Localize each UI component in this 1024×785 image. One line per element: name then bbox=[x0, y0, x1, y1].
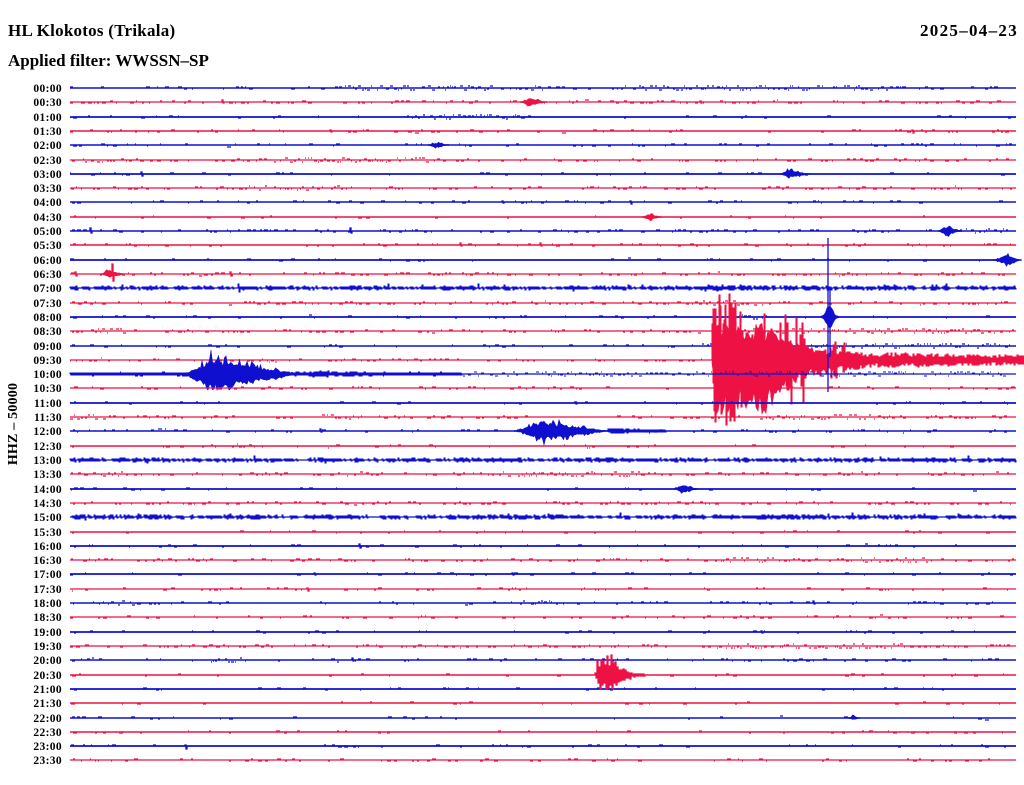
svg-text:00:00: 00:00 bbox=[33, 83, 62, 95]
svg-text:21:00: 21:00 bbox=[33, 684, 62, 696]
svg-text:02:30: 02:30 bbox=[33, 155, 62, 167]
svg-text:05:30: 05:30 bbox=[33, 240, 62, 252]
svg-text:15:00: 15:00 bbox=[33, 512, 62, 524]
svg-text:HHZ – 50000: HHZ – 50000 bbox=[6, 383, 21, 465]
svg-text:11:30: 11:30 bbox=[34, 412, 62, 424]
svg-text:10:00: 10:00 bbox=[33, 369, 62, 381]
svg-text:03:00: 03:00 bbox=[33, 169, 62, 181]
svg-text:05:00: 05:00 bbox=[33, 226, 62, 238]
svg-text:20:30: 20:30 bbox=[33, 670, 62, 682]
svg-text:01:00: 01:00 bbox=[33, 112, 62, 124]
svg-text:18:30: 18:30 bbox=[33, 612, 62, 624]
svg-text:00:30: 00:30 bbox=[33, 97, 62, 109]
svg-text:04:30: 04:30 bbox=[33, 212, 62, 224]
svg-text:08:30: 08:30 bbox=[33, 326, 62, 338]
svg-text:19:30: 19:30 bbox=[33, 641, 62, 653]
svg-text:07:30: 07:30 bbox=[33, 298, 62, 310]
svg-text:18:00: 18:00 bbox=[33, 598, 62, 610]
svg-text:11:00: 11:00 bbox=[34, 398, 62, 410]
svg-text:14:00: 14:00 bbox=[33, 484, 62, 496]
svg-text:12:00: 12:00 bbox=[33, 426, 62, 438]
svg-text:03:30: 03:30 bbox=[33, 183, 62, 195]
svg-text:HL Klokotos (Trikala): HL Klokotos (Trikala) bbox=[8, 21, 175, 40]
svg-text:17:00: 17:00 bbox=[33, 569, 62, 581]
svg-text:14:30: 14:30 bbox=[33, 498, 62, 510]
svg-text:13:30: 13:30 bbox=[33, 469, 62, 481]
svg-text:17:30: 17:30 bbox=[33, 584, 62, 596]
svg-text:Applied filter: WWSSN–SP: Applied filter: WWSSN–SP bbox=[8, 51, 209, 70]
svg-text:04:00: 04:00 bbox=[33, 197, 62, 209]
svg-text:12:30: 12:30 bbox=[33, 441, 62, 453]
svg-text:07:00: 07:00 bbox=[33, 283, 62, 295]
svg-text:19:00: 19:00 bbox=[33, 627, 62, 639]
svg-text:21:30: 21:30 bbox=[33, 698, 62, 710]
svg-text:15:30: 15:30 bbox=[33, 527, 62, 539]
svg-text:2025–04–23: 2025–04–23 bbox=[920, 21, 1018, 40]
svg-text:06:00: 06:00 bbox=[33, 255, 62, 267]
svg-text:22:30: 22:30 bbox=[33, 727, 62, 739]
svg-text:10:30: 10:30 bbox=[33, 383, 62, 395]
svg-text:20:00: 20:00 bbox=[33, 655, 62, 667]
svg-text:02:00: 02:00 bbox=[33, 140, 62, 152]
svg-text:09:30: 09:30 bbox=[33, 355, 62, 367]
svg-text:01:30: 01:30 bbox=[33, 126, 62, 138]
svg-text:13:00: 13:00 bbox=[33, 455, 62, 467]
svg-text:08:00: 08:00 bbox=[33, 312, 62, 324]
svg-text:16:00: 16:00 bbox=[33, 541, 62, 553]
svg-text:16:30: 16:30 bbox=[33, 555, 62, 567]
svg-text:23:00: 23:00 bbox=[33, 741, 62, 753]
svg-text:23:30: 23:30 bbox=[33, 755, 62, 767]
svg-text:06:30: 06:30 bbox=[33, 269, 62, 281]
svg-text:22:00: 22:00 bbox=[33, 713, 62, 725]
svg-text:09:00: 09:00 bbox=[33, 341, 62, 353]
